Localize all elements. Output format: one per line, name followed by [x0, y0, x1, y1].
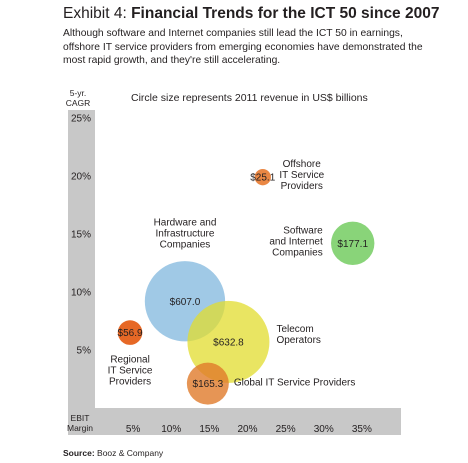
title-text: Financial Trends for the ICT 50 since 20… [131, 5, 440, 22]
bubble-value-label: $25.1 [250, 173, 275, 184]
bubble-value-label: $56.9 [118, 328, 143, 339]
bubble-name-label: Regional IT Service Providers [108, 355, 153, 388]
x-tick-label: 5% [126, 424, 141, 435]
x-tick-label: 15% [199, 424, 219, 435]
chart-title: Exhibit 4: Financial Trends for the ICT … [63, 5, 439, 23]
bubble-value-label: $177.1 [337, 239, 368, 250]
source-note: Source: Booz & Company [63, 448, 163, 458]
chart-annotation: Circle size represents 2011 revenue in U… [131, 92, 368, 104]
x-tick-label: 10% [161, 424, 181, 435]
x-tick-label: 20% [237, 424, 257, 435]
y-tick-label: 5% [77, 346, 92, 357]
source-label: Source: [63, 448, 95, 458]
bubble [117, 320, 143, 345]
bubble [187, 300, 270, 383]
y-tick-label: 10% [71, 288, 91, 299]
x-tick-label: 30% [314, 424, 334, 435]
x-tick-label: 25% [276, 424, 296, 435]
bubble-value-label: $607.0 [170, 297, 201, 308]
bubble-name-label: Hardware and Infrastructure Companies [154, 217, 217, 250]
bubble [254, 168, 271, 186]
bubble-name-label: Software and Internet Companies [269, 225, 323, 258]
x-axis-label: EBIT Margin [67, 413, 93, 433]
chart-subtitle: Although software and Internet companies… [63, 28, 423, 66]
y-axis-label: 5-yr. CAGR [66, 88, 91, 108]
bubble-name-label: Global IT Service Providers [234, 378, 356, 389]
y-tick-label: 15% [71, 230, 91, 241]
y-axis-band [68, 110, 95, 435]
y-tick-label: 25% [71, 114, 91, 125]
bubble [186, 362, 229, 405]
bubble [331, 221, 375, 265]
source-text: Booz & Company [97, 448, 164, 458]
bubble-value-label: $165.3 [193, 379, 224, 390]
bubble-name-label: Telecom Operators [276, 324, 320, 346]
y-tick-label: 20% [71, 172, 91, 183]
bubble-value-label: $632.8 [213, 337, 244, 348]
x-axis-band [68, 408, 401, 435]
exhibit-label: Exhibit 4: [63, 5, 127, 22]
x-tick-label: 35% [352, 424, 372, 435]
bubble-name-label: Offshore IT Service Providers [279, 159, 324, 192]
